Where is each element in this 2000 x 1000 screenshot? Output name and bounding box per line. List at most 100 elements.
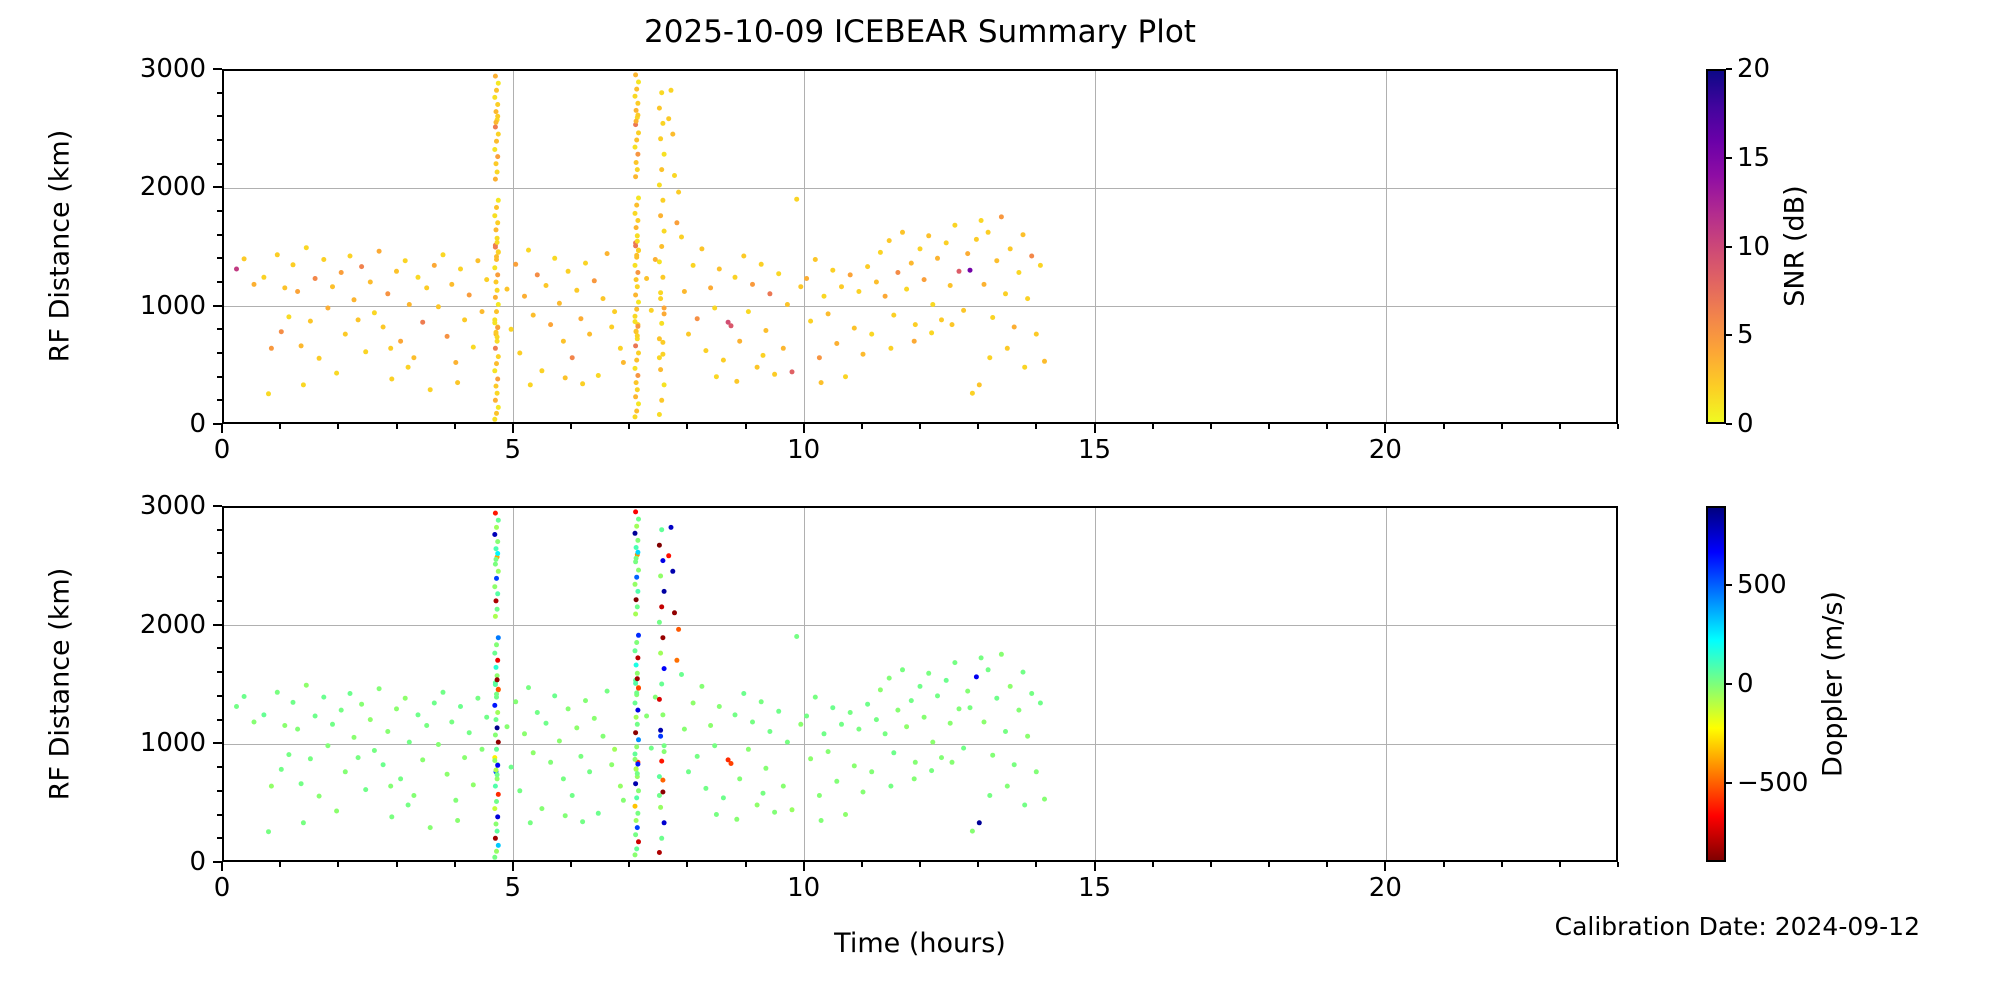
scatter-point (939, 317, 944, 323)
scatter-point (632, 313, 638, 319)
scatter-point (873, 717, 879, 723)
y-minor-tick (217, 91, 222, 94)
y-minor-tick (217, 837, 222, 840)
scatter-point (635, 323, 641, 329)
y-minor-tick (217, 576, 222, 579)
scatter-point (494, 138, 499, 144)
scatter-point (656, 619, 662, 625)
scatter-point (694, 316, 700, 322)
scatter-point (495, 354, 501, 360)
scatter-point (494, 410, 499, 416)
scatter-point (470, 344, 476, 350)
scatter-point (278, 766, 284, 772)
x-minor-tick (1268, 424, 1270, 429)
scatter-point (661, 305, 667, 311)
scatter-point (635, 373, 641, 378)
scatter-point (856, 289, 862, 294)
scatter-point (494, 848, 499, 854)
scatter-point (522, 731, 527, 737)
scatter-point (676, 189, 682, 195)
scatter-point (609, 762, 615, 768)
scatter-point (967, 705, 973, 711)
scatter-point (929, 330, 935, 336)
scatter-point (784, 739, 790, 745)
scatter-point (424, 723, 430, 728)
scatter-point (466, 292, 472, 298)
scatter-point (703, 348, 709, 354)
scatter-point (978, 218, 984, 223)
scatter-point (595, 810, 601, 816)
scatter-point (750, 281, 755, 287)
x-minor-tick (1035, 862, 1038, 867)
snr-scatter-canvas (234, 72, 1047, 422)
scatter-point (431, 700, 437, 706)
scatter-point (492, 758, 498, 763)
colorbar-tick-label: −500 (1737, 767, 1809, 798)
scatter-point (609, 324, 615, 330)
y-minor-tick (217, 328, 222, 331)
scatter-point (290, 699, 296, 705)
scatter-point (633, 597, 639, 603)
scatter-point (830, 267, 836, 273)
scatter-point (658, 136, 664, 142)
scatter-point (1022, 364, 1028, 370)
scatter-point (658, 213, 664, 219)
scatter-point (330, 721, 335, 727)
scatter-point (648, 745, 654, 751)
scatter-point (632, 530, 638, 536)
scatter-point (591, 278, 597, 284)
scatter-point (371, 748, 377, 753)
scatter-point (935, 255, 940, 261)
x-minor-tick (1268, 862, 1270, 867)
scatter-point (385, 291, 391, 297)
scatter-point (470, 782, 476, 788)
scatter-point (656, 774, 662, 780)
x-axis-label: Time (hours) (834, 928, 1006, 959)
scatter-point (492, 176, 498, 182)
scatter-point (562, 813, 568, 819)
scatter-point (633, 380, 639, 386)
scatter-point (388, 783, 394, 789)
scatter-point (493, 821, 499, 827)
gridline-horizontal (224, 625, 1616, 627)
scatter-point (763, 328, 769, 333)
scatter-point (493, 279, 499, 285)
x-minor-tick (279, 862, 282, 867)
x-minor-tick (337, 424, 340, 429)
scatter-point (921, 714, 927, 720)
scatter-point (355, 317, 361, 323)
scatter-point (526, 685, 531, 691)
scatter-point (745, 309, 751, 315)
scatter-point (656, 336, 662, 342)
scatter-point (676, 626, 682, 632)
scatter-point (632, 648, 638, 654)
scatter-point (856, 726, 862, 732)
scatter-point (873, 279, 879, 285)
scatter-point (1029, 691, 1035, 696)
scatter-point (453, 360, 459, 365)
scatter-point (405, 364, 411, 370)
x-tick-label: 10 (787, 435, 821, 465)
scatter-point (772, 809, 778, 815)
x-major-tick (511, 862, 514, 871)
scatter-point (732, 712, 738, 718)
scatter-point (666, 553, 672, 559)
scatter-point (780, 783, 786, 789)
scatter-point (679, 672, 684, 677)
y-minor-tick (217, 281, 222, 283)
scatter-point (363, 349, 369, 355)
scatter-point (539, 368, 545, 374)
gridline-horizontal (224, 306, 1616, 308)
calibration-note: Calibration Date: 2024-09-12 (1554, 912, 1920, 941)
x-minor-tick (1500, 424, 1503, 429)
scatter-point (420, 757, 426, 763)
scatter-point (732, 274, 738, 280)
scatter-point (543, 720, 549, 726)
scatter-point (517, 350, 523, 356)
scatter-point (367, 717, 373, 723)
scatter-point (660, 197, 666, 203)
scatter-point (440, 689, 446, 695)
scatter-point (493, 767, 499, 773)
x-major-tick (802, 862, 805, 871)
x-minor-tick (860, 862, 863, 867)
